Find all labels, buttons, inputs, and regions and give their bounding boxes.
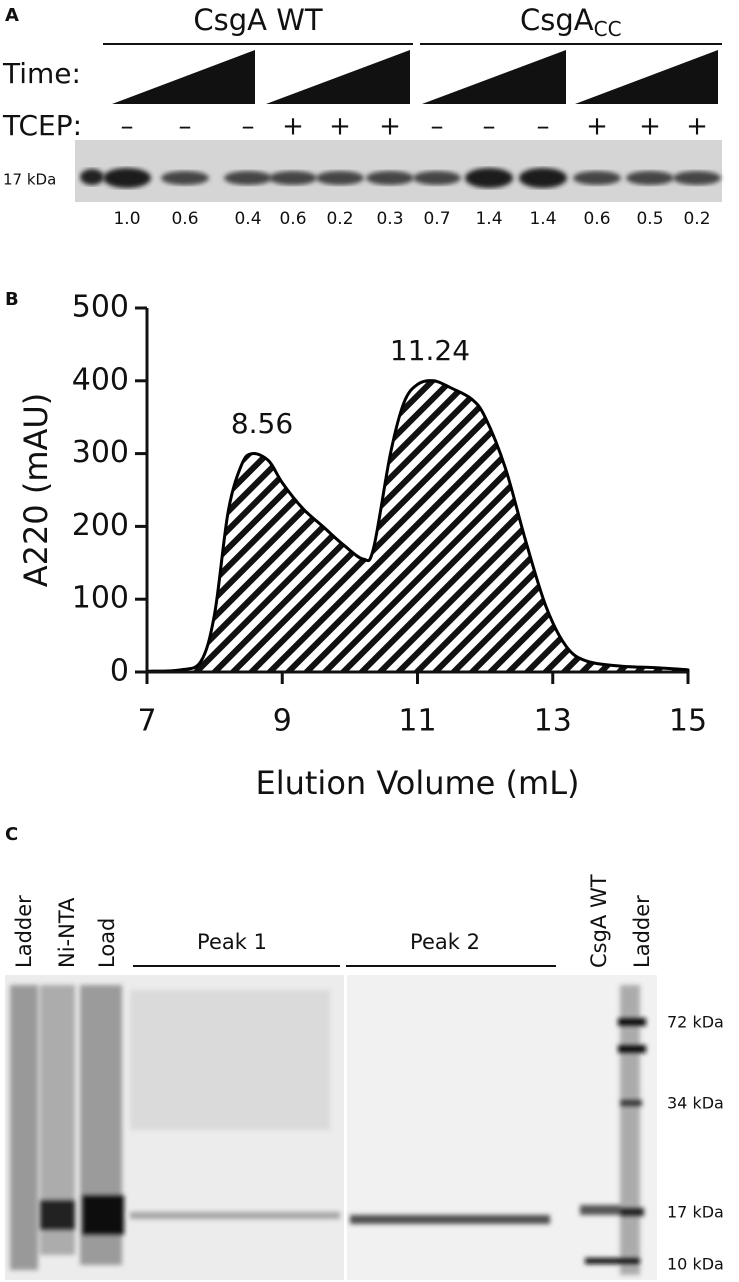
gel-band	[673, 171, 721, 185]
x-tick-label: 11	[398, 704, 436, 739]
gel-band	[80, 169, 104, 185]
tcep-sign: +	[686, 112, 708, 142]
marker-label: 17 kDa	[3, 171, 56, 189]
y-tick-label: 0	[110, 654, 129, 689]
group-label: CsgA WT	[193, 3, 322, 37]
gel-band	[366, 171, 414, 185]
lane-label: Ladder	[630, 895, 654, 968]
tcep-sign: +	[282, 112, 304, 142]
band-quantity: 0.7	[423, 209, 450, 229]
row-label: Time:	[2, 57, 81, 90]
y-tick-label: 200	[72, 508, 129, 543]
tcep-sign: –	[483, 112, 496, 142]
gel-a	[75, 140, 722, 202]
marker-label: 17 kDa	[667, 1203, 724, 1222]
gel-band	[269, 171, 317, 185]
gel-band	[413, 171, 461, 185]
panel-letter: C	[5, 824, 18, 845]
group-label: CsgACC	[520, 3, 622, 41]
tcep-sign: +	[586, 112, 608, 142]
y-tick-label: 400	[72, 362, 129, 397]
y-tick-label: 100	[72, 581, 129, 616]
tcep-sign: –	[242, 112, 255, 142]
gel-c-bands	[10, 985, 646, 1275]
gel-band	[626, 171, 674, 185]
y-tick-label: 300	[72, 435, 129, 470]
time-wedge	[112, 50, 255, 104]
gel-band	[161, 171, 209, 185]
y-tick-label: 500	[72, 290, 129, 325]
band-quantity: 0.4	[234, 209, 261, 229]
x-axis-title: Elution Volume (mL)	[255, 764, 579, 802]
lane-label: CsgA WT	[587, 874, 611, 968]
x-tick-label: 9	[273, 704, 292, 739]
area	[145, 379, 690, 674]
peak-annotation: 11.24	[390, 334, 470, 367]
gel-band	[465, 168, 513, 188]
group-label: Peak 2	[410, 930, 480, 954]
gel-band	[316, 171, 364, 185]
gel-band	[224, 171, 272, 185]
marker-label: 10 kDa	[667, 1255, 724, 1274]
gel-band	[573, 171, 621, 185]
lane-label: Ladder	[12, 895, 36, 968]
tcep-sign: –	[431, 112, 444, 142]
panel-letter: A	[5, 5, 19, 26]
time-wedge	[575, 50, 718, 104]
tcep-sign: –	[121, 112, 134, 142]
marker-label: 34 kDa	[667, 1094, 724, 1113]
time-wedge	[422, 50, 566, 104]
tcep-sign: +	[379, 112, 401, 142]
band-quantity: 1.4	[529, 209, 556, 229]
time-wedge	[266, 50, 410, 104]
band-quantity: 1.0	[113, 209, 140, 229]
tcep-sign: +	[639, 112, 661, 142]
peak-annotation: 8.56	[231, 407, 293, 440]
band-quantity: 1.4	[475, 209, 502, 229]
row-label: TCEP:	[2, 109, 82, 142]
band-quantity: 0.6	[583, 209, 610, 229]
band-quantity: 0.6	[279, 209, 306, 229]
tcep-sign: –	[179, 112, 192, 142]
band-quantity: 0.5	[636, 209, 663, 229]
tcep-sign: –	[537, 112, 550, 142]
x-tick-label: 7	[137, 704, 156, 739]
y-axis-title: A220 (mAU)	[17, 393, 55, 588]
x-tick-label: 13	[534, 704, 572, 739]
tcep-sign: +	[329, 112, 351, 142]
group-label: Peak 1	[197, 930, 267, 954]
lane-label: Ni-NTA	[55, 897, 79, 968]
band-quantity: 0.3	[376, 209, 403, 229]
panel-letter: B	[5, 289, 19, 310]
marker-label: 72 kDa	[667, 1013, 724, 1032]
lane-label: Load	[95, 918, 119, 968]
band-quantity: 0.2	[683, 209, 710, 229]
band-quantity: 0.6	[171, 209, 198, 229]
band-quantity: 0.2	[326, 209, 353, 229]
gel-c-right	[347, 975, 657, 1280]
x-tick-label: 15	[669, 704, 707, 739]
gel-band	[519, 168, 567, 188]
gel-band	[103, 168, 151, 188]
group-subscript: CC	[594, 17, 622, 41]
